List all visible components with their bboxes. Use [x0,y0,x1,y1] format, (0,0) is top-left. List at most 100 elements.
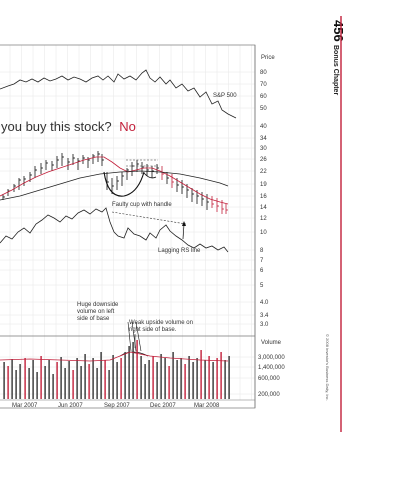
downside-annotation-line2: volume on left [77,309,115,315]
volume-bar [148,360,150,399]
volume-ticks: 3,000,000 1,400,000 600,000 200,000 [258,355,285,398]
price-tick-label: 8 [260,248,264,254]
volume-bar [3,362,5,399]
volume-bar [116,362,118,399]
volume-bar [84,354,86,399]
price-tick-label: 16 [260,194,267,200]
volume-bar [212,362,214,399]
volume-bar [160,354,162,399]
volume-bar [136,340,138,399]
volume-bar [220,352,222,399]
volume-bar [88,364,90,399]
rs-arrowhead [182,221,186,226]
page-number: 456 [331,20,346,42]
price-tick-label: 60 [260,94,267,100]
rs-line [0,207,229,253]
volume-bar [140,356,142,399]
volume-bar [56,362,58,399]
moving-average-long [0,170,229,201]
date-label: Sep 2007 [104,403,130,409]
volume-bar [228,356,230,399]
volume-bar [96,368,98,399]
rs-pointer-arrow [182,223,185,240]
volume-bar [132,342,134,399]
price-tick-label: 34 [260,136,267,142]
volume-bar [92,358,94,399]
volume-tick-label: 3,000,000 [258,355,285,361]
volume-bar [80,366,82,399]
price-tick-label: 3.0 [260,322,269,328]
price-tick-label: 50 [260,106,267,112]
volume-bar [76,358,78,399]
volume-bar [128,346,130,399]
upside-annotation-line2: right side of base. [129,327,177,333]
volume-bar [144,364,146,399]
downside-annotation-line1: Huge downside [77,302,119,308]
price-tick-label: 7 [260,258,264,264]
volume-bar [36,372,38,399]
price-tick-label: 80 [260,70,267,76]
price-tick-label: 22 [260,169,267,175]
volume-bar [112,355,114,399]
rs-trend-dashed [111,211,187,225]
sp500-line [0,69,237,119]
date-label: Mar 2007 [12,403,38,409]
volume-bar [184,364,186,399]
volume-bar [7,366,9,399]
upside-annotation-line1: Weak upside volume on [129,320,193,326]
price-tick-label: 40 [260,124,267,130]
price-tick-label: 70 [260,82,267,88]
date-label: Jun 2007 [58,403,83,409]
question-text: you buy this stock? [1,119,112,134]
chart-question: you buy this stock? No [1,119,136,134]
dashed-resistance [126,159,158,167]
volume-bar [156,362,158,399]
price-tick-label: 19 [260,182,267,188]
rs-annotation: Lagging RS line [158,248,201,254]
volume-bar [172,352,174,399]
volume-bar [208,356,210,399]
date-label: Dec 2007 [150,403,176,409]
volume-bar [168,366,170,399]
price-tick-label: 12 [260,216,267,222]
price-tick-label: 14 [260,205,267,211]
handle-curve [143,172,157,179]
price-axis-header: Price [261,55,275,61]
volume-bar [52,374,54,399]
volume-bar [192,362,194,399]
volume-bar [28,368,30,399]
volume-bar [11,359,13,399]
volume-bar [60,357,62,399]
volume-tick-label: 600,000 [258,376,280,382]
volume-tick-label: 200,000 [258,392,280,398]
volume-bar [224,360,226,399]
volume-bar [32,360,34,399]
volume-bar [120,358,122,399]
volume-bar [72,370,74,399]
volume-bar [40,356,42,399]
chapter-label: Bonus Chapter [332,45,339,95]
volume-axis-header: Volume [261,340,282,346]
price-tick-label: 5 [260,283,264,289]
volume-bar [19,364,21,399]
downside-arrows [127,321,142,352]
volume-bar [176,360,178,399]
volume-tick-label: 1,400,000 [258,365,285,371]
volume-bar [164,358,166,399]
volume-bar [124,352,126,399]
sp500-label: S&P 500 [213,93,237,99]
volume-bar [108,370,110,399]
volume-bar [180,358,182,399]
price-tick-label: 4.0 [260,300,269,306]
volume-bar [152,356,154,399]
price-tick-label: 6 [260,268,264,274]
volume-bar [188,356,190,399]
volume-bar [100,352,102,399]
downside-annotation-line3: side of base [77,316,110,322]
volume-bar [64,368,66,399]
price-tick-label: 30 [260,146,267,152]
date-label: Mar 2008 [194,403,220,409]
volume-bar [200,350,202,399]
cup-curve [103,171,145,197]
